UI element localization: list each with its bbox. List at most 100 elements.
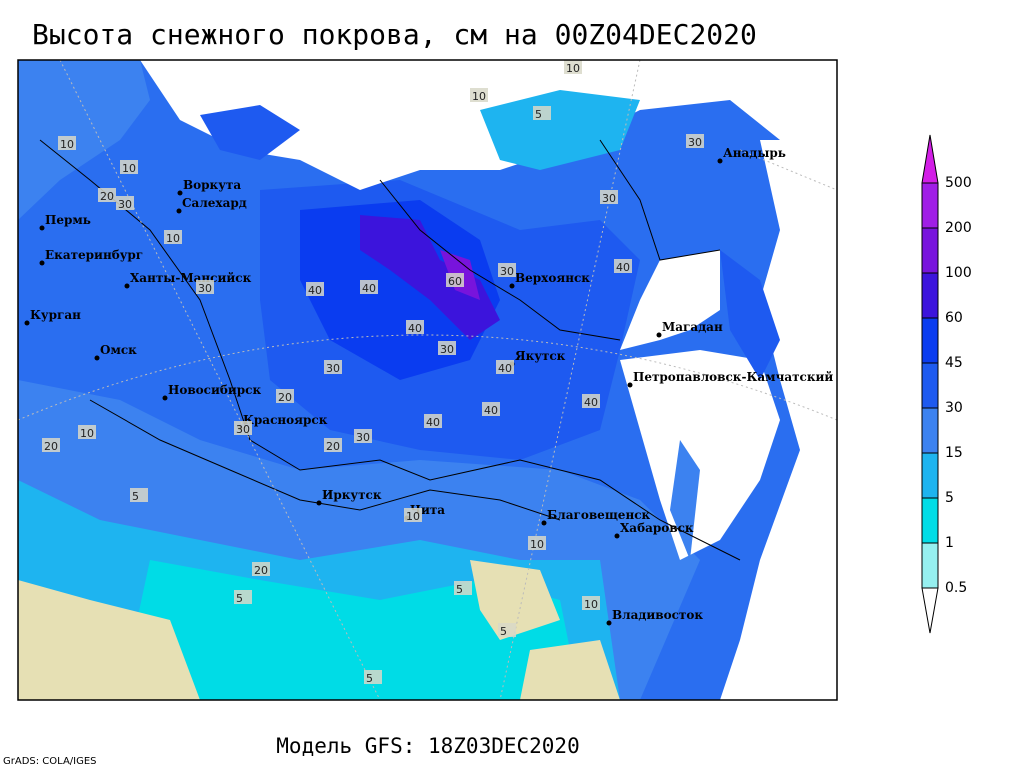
contour-label: 30 — [356, 431, 370, 444]
credit: GrADS: COLA/IGES — [3, 756, 97, 767]
contour-label: 20 — [254, 564, 268, 577]
contour-label-bg — [78, 425, 96, 439]
contour-label: 10 — [406, 510, 420, 523]
colorbar-label: 200 — [945, 220, 972, 236]
contour-label-bg — [116, 196, 134, 210]
city-label: Омск — [100, 343, 137, 357]
colorbar-box — [921, 317, 939, 364]
city-dot — [627, 382, 633, 388]
contour-label-bg — [498, 623, 516, 637]
colorbar-label: 60 — [945, 310, 963, 326]
city-label: Благовещенск — [547, 508, 651, 522]
city-label: Петропавловск-Камчатский — [633, 370, 833, 384]
contour-label: 30 — [198, 282, 212, 295]
contour-label: 30 — [440, 343, 454, 356]
contour-label-bg — [164, 230, 182, 244]
colorbar-box — [921, 452, 939, 499]
contour-label: 30 — [500, 265, 514, 278]
colorbar-label: 500 — [945, 175, 972, 191]
colorbar-box — [921, 362, 939, 409]
colorbar-box — [921, 542, 939, 589]
contour-label-bg — [364, 670, 382, 684]
contour-label: 40 — [484, 404, 498, 417]
contour-label: 30 — [118, 198, 132, 211]
contour-label-bg — [564, 60, 582, 74]
contour-label: 30 — [688, 136, 702, 149]
contour-label: 60 — [448, 275, 462, 288]
contour-label-bg — [498, 263, 516, 277]
city-label: Хабаровск — [620, 521, 694, 535]
contour-label-bg — [406, 320, 424, 334]
city-dot — [614, 533, 620, 539]
contour-label-bg — [234, 421, 252, 435]
contour-label-bg — [404, 508, 422, 522]
city-dot — [24, 320, 30, 326]
city-dot — [656, 332, 662, 338]
contour-label-bg — [528, 536, 546, 550]
city-label: Якутск — [515, 349, 566, 363]
contour-label-bg — [482, 402, 500, 416]
contour-label-bg — [58, 136, 76, 150]
city-label: Ханты-Мансийск — [130, 271, 252, 285]
city-dot — [124, 283, 130, 289]
colorbar-label: 45 — [945, 355, 963, 371]
map-frame — [17, 59, 838, 701]
colorbar-label: 100 — [945, 265, 972, 281]
contour-label: 5 — [456, 583, 463, 596]
contour-label: 30 — [236, 423, 250, 436]
map — [18, 60, 837, 700]
contour-label-bg — [582, 596, 600, 610]
colorbar-box — [921, 227, 939, 274]
city-dot — [509, 283, 515, 289]
contour-label: 20 — [326, 440, 340, 453]
contour-label: 10 — [472, 90, 486, 103]
contour-label: 5 — [132, 490, 139, 503]
contour-label-bg — [614, 259, 632, 273]
contour-label: 20 — [100, 190, 114, 203]
colorbar: 500 200 100 60 45 30 15 5 1 0.5 — [921, 134, 972, 634]
contour-label: 30 — [602, 192, 616, 205]
contour-label-bg — [42, 438, 60, 452]
city-dot — [717, 158, 723, 164]
contour-label: 5 — [366, 672, 373, 685]
city-dot — [177, 190, 183, 196]
contour-label-bg — [276, 389, 294, 403]
contour-label: 10 — [80, 427, 94, 440]
city-label: Пермь — [45, 213, 91, 227]
colorbar-label: 15 — [945, 445, 963, 461]
colorbar-box — [921, 182, 939, 229]
contour-label: 20 — [278, 391, 292, 404]
city-label: Анадырь — [723, 146, 786, 160]
contour-label: 10 — [566, 62, 580, 75]
title: Высота снежного покрова, см на 00Z04DEC2… — [32, 18, 757, 51]
city-dot — [39, 225, 45, 231]
city-label: Екатеринбург — [45, 248, 143, 262]
contour-label-bg — [360, 280, 378, 294]
contour-label-bg — [600, 190, 618, 204]
colorbar-box — [921, 272, 939, 319]
contour-label-bg — [354, 429, 372, 443]
contour-label: 5 — [236, 592, 243, 605]
colorbar-cap-bottom — [921, 587, 939, 634]
contour-label: 40 — [362, 282, 376, 295]
contour-label: 5 — [500, 625, 507, 638]
contour-label-bg — [120, 160, 138, 174]
contour-label: 40 — [308, 284, 322, 297]
city-label: Салехард — [182, 196, 247, 210]
city-dot — [162, 395, 168, 401]
contour-label: 40 — [408, 322, 422, 335]
colorbar-label: 30 — [945, 400, 963, 416]
colorbar-cap-top — [921, 134, 939, 184]
contour-label-bg — [454, 581, 472, 595]
contour-label-bg — [196, 280, 214, 294]
city-dot — [176, 208, 182, 214]
city-label: Магадан — [662, 320, 723, 334]
city-dot — [316, 500, 322, 506]
city-label: Воркута — [183, 178, 241, 192]
city-dot — [94, 355, 100, 361]
contour-label-bg — [470, 88, 488, 102]
city-label: Верхоянск — [515, 271, 590, 285]
contour-label-bg — [252, 562, 270, 576]
contour-label: 10 — [60, 138, 74, 151]
